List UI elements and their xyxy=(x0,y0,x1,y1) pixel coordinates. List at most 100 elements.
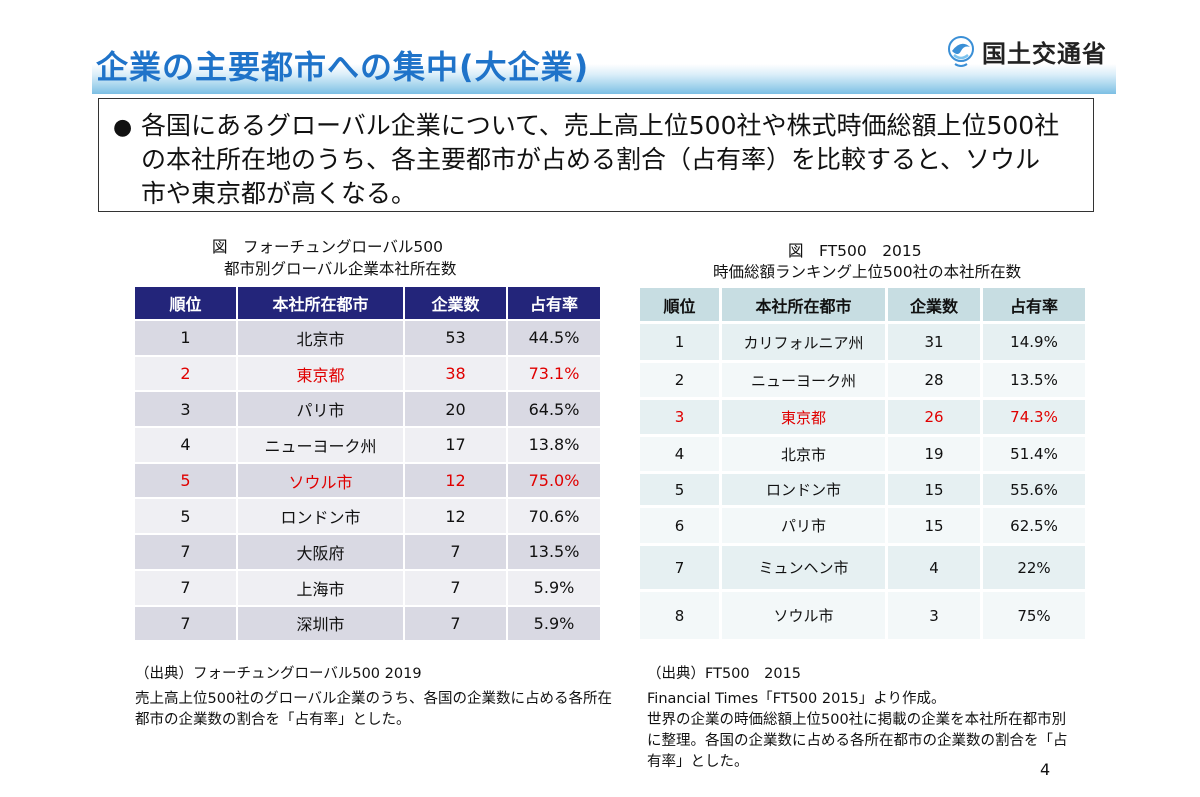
table1-caption-subtitle: 都市別グローバル企業本社所在数 xyxy=(224,260,457,278)
source-line: 有率」とした。 xyxy=(647,754,749,770)
cell-count: 31 xyxy=(885,321,983,363)
cell-share: 74.3% xyxy=(980,397,1088,437)
cell-rank: 5 xyxy=(133,461,238,500)
table-row: 1 カリフォルニア州 31 14.9% xyxy=(637,321,1088,363)
page-number: 4 xyxy=(1040,760,1051,779)
cell-share: 51.4% xyxy=(980,434,1088,474)
header-count: 企業数 xyxy=(403,285,508,321)
cell-rank: 3 xyxy=(637,397,722,437)
header-count: 企業数 xyxy=(885,285,983,324)
ft500-table: 順位 本社所在都市 企業数 占有率 1 カリフォルニア州 31 14.9% 2 ニューヨー… xyxy=(637,285,1088,642)
cell-share: 5.9% xyxy=(506,568,602,607)
cell-share: 64.5% xyxy=(506,390,602,429)
source-line: 世界の企業の時価総額上位500社に掲載の企業を本社所在都市別 xyxy=(647,712,1067,728)
cell-share: 13.5% xyxy=(980,360,1088,400)
cell-share: 75% xyxy=(980,589,1088,642)
table-row: 2 東京都 38 73.1% xyxy=(133,354,602,393)
table-row: 5 ロンドン市 15 55.6% xyxy=(637,471,1088,508)
cell-share: 70.6% xyxy=(506,497,602,536)
cell-rank: 8 xyxy=(637,589,722,642)
table-header-row: 順位 本社所在都市 企業数 占有率 xyxy=(133,285,602,321)
cell-city: ソウル市 xyxy=(719,589,888,642)
cell-rank: 2 xyxy=(133,354,238,393)
cell-rank: 5 xyxy=(133,497,238,536)
cell-count: 3 xyxy=(885,589,983,642)
cell-share: 5.9% xyxy=(506,604,602,643)
summary-text: 各国にあるグローバル企業について、売上高上位500社や株式時価総額上位500社 … xyxy=(141,109,1081,211)
cell-count: 7 xyxy=(403,568,508,607)
table-row: 7 深圳市 7 5.9% xyxy=(133,604,602,643)
cell-count: 53 xyxy=(403,319,508,357)
cell-city: ニューヨーク州 xyxy=(719,360,888,400)
cell-rank: 3 xyxy=(133,390,238,429)
cell-share: 75.0% xyxy=(506,461,602,500)
cell-city: 深圳市 xyxy=(236,604,405,643)
table-row: 3 パリ市 20 64.5% xyxy=(133,390,602,429)
header-share: 占有率 xyxy=(506,285,602,321)
table2-caption-title: 図 FT500 2015 xyxy=(788,242,922,260)
table-header-row: 順位 本社所在都市 企業数 占有率 xyxy=(637,285,1088,324)
table-row: 3 東京都 26 74.3% xyxy=(637,397,1088,437)
source-line: に整理。各国の企業数に占める各所在都市の企業数の割合を「占 xyxy=(647,733,1068,749)
summary-box: ● 各国にあるグローバル企業について、売上高上位500社や株式時価総額上位500… xyxy=(98,98,1094,212)
cell-count: 12 xyxy=(403,497,508,536)
table-row: 5 ソウル市 12 75.0% xyxy=(133,461,602,500)
table-row: 7 ミュンヘン市 4 22% xyxy=(637,543,1088,592)
table-row: 8 ソウル市 3 75% xyxy=(637,589,1088,642)
cell-share: 55.6% xyxy=(980,471,1088,508)
table-row: 6 パリ市 15 62.5% xyxy=(637,505,1088,546)
summary-line: 市や東京都が高くなる。 xyxy=(141,179,417,208)
cell-count: 28 xyxy=(885,360,983,400)
cell-city: 上海市 xyxy=(236,568,405,607)
source-line: 売上高上位500社のグローバル企業のうち、各国の企業数に占める各所在 xyxy=(135,691,613,707)
cell-city: ニューヨーク州 xyxy=(236,426,405,464)
cell-rank: 5 xyxy=(637,471,722,508)
cell-count: 20 xyxy=(403,390,508,429)
table1-caption-title: 図 フォーチュングローバル500 xyxy=(212,238,443,256)
table-row: 2 ニューヨーク州 28 13.5% xyxy=(637,360,1088,400)
cell-rank: 1 xyxy=(637,321,722,363)
page-title: 企業の主要都市への集中(大企業) xyxy=(96,48,590,86)
cell-count: 19 xyxy=(885,434,983,474)
cell-count: 7 xyxy=(403,533,508,571)
source-title: （出典）FT500 2015 xyxy=(647,666,802,682)
cell-rank: 6 xyxy=(637,505,722,546)
table2-caption-subtitle: 時価総額ランキング上位500社の本社所在数 xyxy=(713,263,1022,281)
cell-rank: 2 xyxy=(637,360,722,400)
cell-share: 44.5% xyxy=(506,319,602,357)
cell-count: 12 xyxy=(403,461,508,500)
cell-rank: 7 xyxy=(637,543,722,592)
table1-source: （出典）フォーチュングローバル500 2019 売上高上位500社のグローバル企… xyxy=(135,664,612,731)
mlit-emblem-icon xyxy=(948,35,974,67)
cell-share: 13.5% xyxy=(506,533,602,571)
source-title: （出典）フォーチュングローバル500 2019 xyxy=(135,666,422,682)
cell-rank: 7 xyxy=(133,533,238,571)
table2-source: （出典）FT500 2015 Financial Times「FT500 201… xyxy=(647,664,1068,773)
table-row: 4 ニューヨーク州 17 13.8% xyxy=(133,426,602,464)
cell-count: 38 xyxy=(403,354,508,393)
ministry-name: 国土交通省 xyxy=(982,40,1107,68)
cell-city: パリ市 xyxy=(719,505,888,546)
cell-rank: 7 xyxy=(133,604,238,643)
table-row: 4 北京市 19 51.4% xyxy=(637,434,1088,474)
cell-city: パリ市 xyxy=(236,390,405,429)
cell-share: 73.1% xyxy=(506,354,602,393)
cell-share: 62.5% xyxy=(980,505,1088,546)
bullet-icon: ● xyxy=(113,115,133,140)
cell-city: 大阪府 xyxy=(236,533,405,571)
cell-rank: 4 xyxy=(637,434,722,474)
source-line: 都市の企業数の割合を「占有率」とした。 xyxy=(135,712,411,728)
cell-rank: 1 xyxy=(133,319,238,357)
ministry-logo: 国土交通省 xyxy=(946,34,1107,69)
cell-count: 15 xyxy=(885,505,983,546)
cell-count: 4 xyxy=(885,543,983,592)
cell-city: ロンドン市 xyxy=(719,471,888,508)
cell-city: ミュンヘン市 xyxy=(719,543,888,592)
cell-count: 26 xyxy=(885,397,983,437)
cell-rank: 4 xyxy=(133,426,238,464)
table-row: 5 ロンドン市 12 70.6% xyxy=(133,497,602,536)
fortune-global-500-table: 順位 本社所在都市 企業数 占有率 1 北京市 53 44.5% 2 東京都 38 73.1%… xyxy=(133,285,602,643)
cell-city: 東京都 xyxy=(236,354,405,393)
cell-count: 15 xyxy=(885,471,983,508)
table-row: 7 上海市 7 5.9% xyxy=(133,568,602,607)
